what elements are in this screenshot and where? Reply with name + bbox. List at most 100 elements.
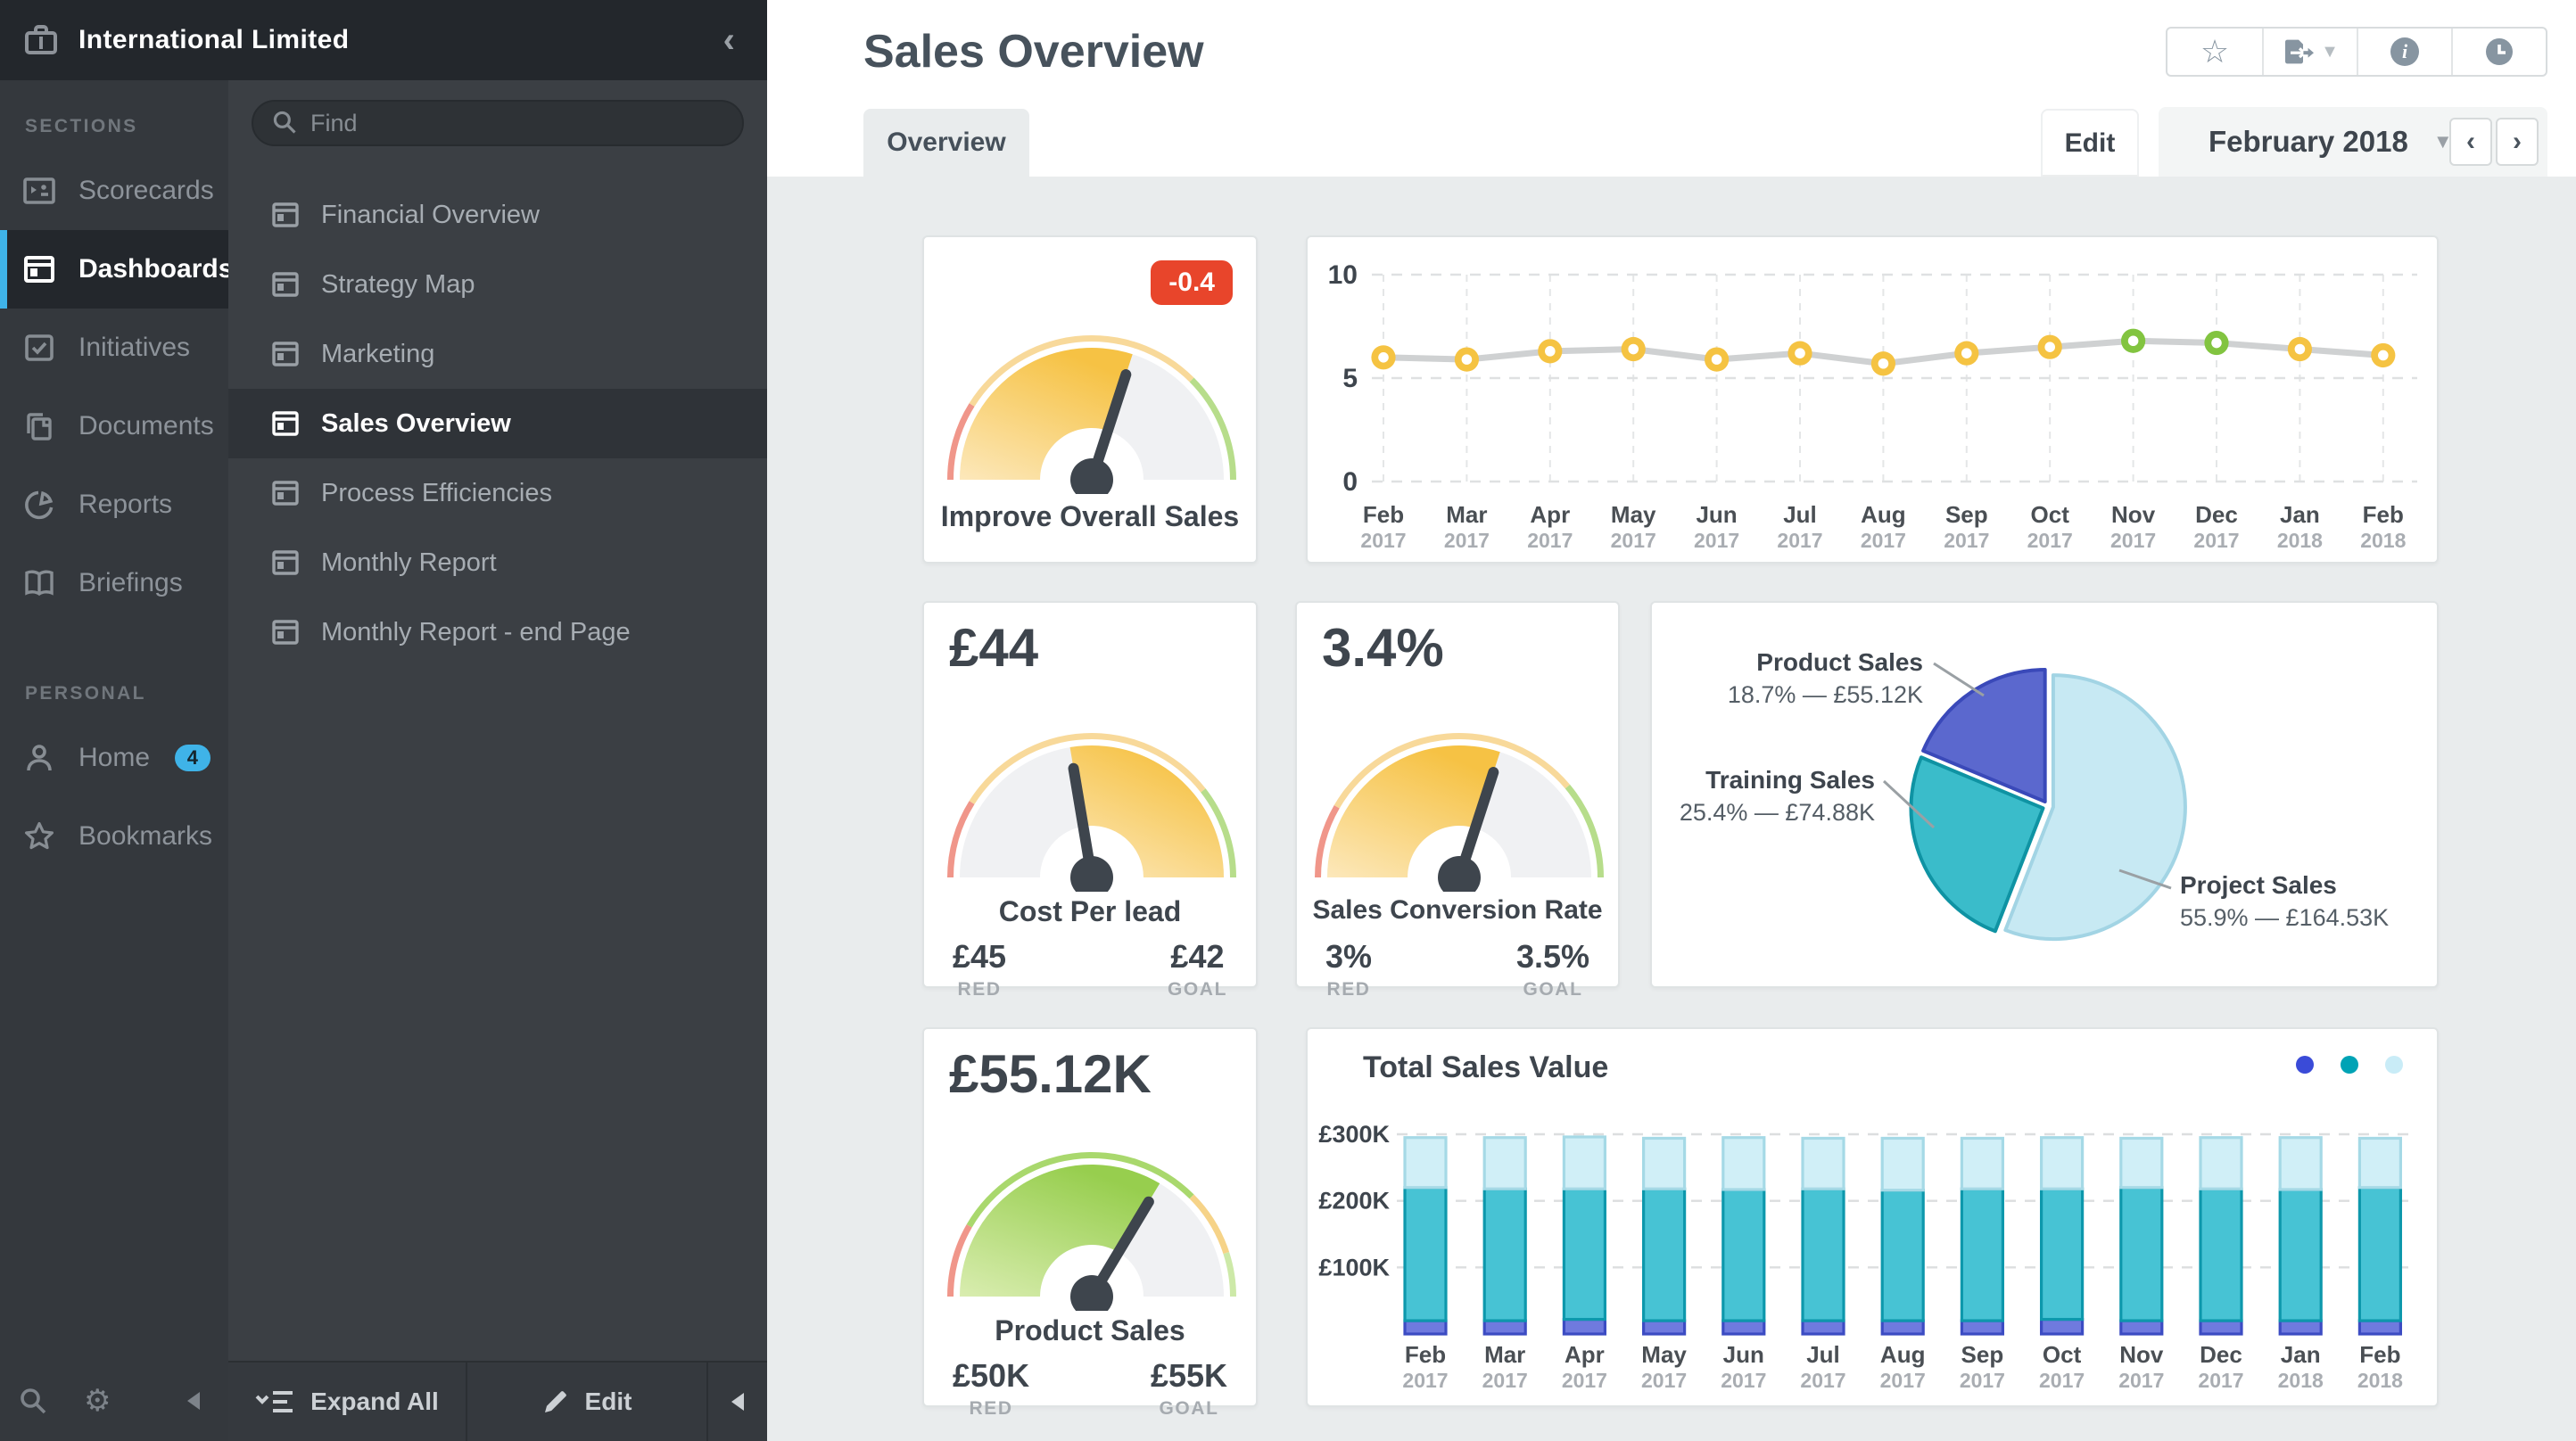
page-title: Sales Overview xyxy=(863,26,1204,78)
collapse-nav-button[interactable] xyxy=(708,1363,767,1441)
history-button[interactable] xyxy=(2451,29,2546,75)
collapse-rail-icon[interactable] xyxy=(187,1392,200,1410)
export-button[interactable]: ▼ xyxy=(2262,29,2357,75)
export-icon xyxy=(2282,37,2315,66)
legend-dot-indigo[interactable] xyxy=(2296,1056,2314,1074)
legend-dot-lightblue[interactable] xyxy=(2385,1056,2403,1074)
sections-label: SECTIONS xyxy=(25,116,138,136)
home-notification-badge: 4 xyxy=(174,745,211,771)
expand-all-button[interactable]: Expand All xyxy=(228,1363,467,1441)
legend-dot-teal[interactable] xyxy=(2341,1056,2358,1074)
stacked-bar-chart: £100K£200K£300KFeb2017Mar2017Apr2017May2… xyxy=(1318,1121,2415,1392)
gauge-value: 3.4% xyxy=(1322,618,1444,678)
next-period-button[interactable]: › xyxy=(2496,118,2539,166)
period-selector[interactable]: February 2018 ▼ ‹ › xyxy=(2159,107,2547,177)
widget-score-trend-line-chart[interactable]: 10 5 0 Feb 2017 Mar 2017 Apr 2017 May 2017 Jun 2017 J… xyxy=(1306,235,2439,564)
search-icon[interactable] xyxy=(18,1386,48,1416)
dashboard-item-strategy-map[interactable]: Strategy Map xyxy=(228,250,767,319)
svg-text:Jun: Jun xyxy=(1696,501,1737,528)
svg-text:0: 0 xyxy=(1342,467,1358,497)
svg-text:Product Sales: Product Sales xyxy=(1756,648,1923,676)
svg-text:2017: 2017 xyxy=(1611,529,1656,552)
dashboard-icon xyxy=(271,340,300,368)
widget-sales-mix-pie-chart[interactable]: Product Sales 18.7% — £55.12K Training Sal… xyxy=(1650,601,2439,988)
favorite-button[interactable]: ☆ xyxy=(2167,29,2262,75)
info-icon: i xyxy=(2390,37,2419,66)
gauge-title: Improve Overall Sales xyxy=(940,500,1240,532)
gauge-product-sales xyxy=(947,1152,1236,1311)
dashboard-item-label: Monthly Report - end Page xyxy=(321,617,631,646)
find-box xyxy=(252,100,744,146)
svg-text:10: 10 xyxy=(1328,260,1358,290)
bar-chart-legend xyxy=(2296,1056,2403,1074)
widget-cost-per-lead-gauge[interactable]: £44 Cost Per lead £45 RED £42 GOAL xyxy=(922,601,1258,1000)
red-threshold-value: £45 xyxy=(953,938,1007,975)
widget-total-sales-value-bar-chart[interactable]: Total Sales Value £100K £200K £300K Feb 2017… xyxy=(1306,1027,2439,1407)
sidebar-item-documents[interactable]: Documents xyxy=(0,387,228,465)
dashboard-item-label: Process Efficiencies xyxy=(321,478,552,507)
widget-product-sales-gauge[interactable]: £55.12K Product Sales £50K RED £55K GOAL xyxy=(922,1027,1258,1419)
widget-sales-conversion-rate-gauge[interactable]: 3.4% Sales Conversion Rate 3% RED 3.5% GOA… xyxy=(1295,601,1620,1000)
sidebar-item-home[interactable]: Home 4 xyxy=(0,719,228,797)
previous-icon: ‹ xyxy=(2466,127,2475,156)
sidebar-item-label: Reports xyxy=(78,490,173,519)
period-label: February 2018 xyxy=(2209,125,2408,158)
svg-text:2017: 2017 xyxy=(1562,1369,1607,1392)
dashboard-icon xyxy=(271,409,300,438)
svg-text:2017: 2017 xyxy=(1944,529,1989,552)
svg-text:2018: 2018 xyxy=(2360,529,2406,552)
settings-gear-icon[interactable]: ⚙ xyxy=(84,1384,111,1418)
svg-text:2017: 2017 xyxy=(1482,1369,1528,1392)
sidebar-item-scorecards[interactable]: Scorecards xyxy=(0,152,228,230)
sidebar-item-briefings[interactable]: Briefings xyxy=(0,544,228,622)
sections-rail: SECTIONS Scorecards Dashboards Initiativ… xyxy=(0,80,233,1441)
home-user-icon xyxy=(21,740,57,776)
export-caret-icon: ▼ xyxy=(2321,41,2339,62)
widget-improve-overall-sales-gauge[interactable]: -0.4 Improve Overall Sales xyxy=(922,235,1258,564)
red-threshold-label: RED xyxy=(957,979,1002,1000)
svg-text:2017: 2017 xyxy=(2198,1369,2243,1392)
next-icon: › xyxy=(2513,127,2522,156)
red-threshold-label: RED xyxy=(1326,979,1371,1000)
sidebar-item-bookmarks[interactable]: Bookmarks xyxy=(0,797,228,876)
previous-period-button[interactable]: ‹ xyxy=(2449,118,2492,166)
dashboard-item-label: Marketing xyxy=(321,339,435,368)
reports-icon xyxy=(21,487,57,523)
svg-text:2017: 2017 xyxy=(1641,1369,1687,1392)
dashboard-item-financial-overview[interactable]: Financial Overview xyxy=(228,180,767,250)
dashboard-item-marketing[interactable]: Marketing xyxy=(228,319,767,389)
left-column: International Limited ‹ SECTIONS Scoreca… xyxy=(0,0,767,1441)
dashboard-icon xyxy=(271,201,300,229)
sidebar-item-reports[interactable]: Reports xyxy=(0,465,228,544)
svg-text:Oct: Oct xyxy=(2043,1341,2082,1368)
svg-text:Nov: Nov xyxy=(2111,501,2156,528)
dashboard-icon xyxy=(271,618,300,646)
svg-text:2017: 2017 xyxy=(1694,529,1739,552)
info-button[interactable]: i xyxy=(2357,29,2451,75)
svg-text:Feb: Feb xyxy=(1405,1341,1446,1368)
collapse-left-panel-icon[interactable]: ‹ xyxy=(722,21,735,60)
goal-label: GOAL xyxy=(1159,1398,1219,1419)
dashboard-item-sales-overview[interactable]: Sales Overview xyxy=(228,389,767,458)
tab-overview[interactable]: Overview xyxy=(863,109,1029,177)
sidebar-item-initiatives[interactable]: Initiatives xyxy=(0,309,228,387)
edit-dashboard-button[interactable]: Edit xyxy=(2041,109,2139,177)
dashboard-list: Financial Overview Strategy Map Marketin… xyxy=(228,180,767,667)
svg-text:2017: 2017 xyxy=(2118,1369,2164,1392)
goal-value: £42 xyxy=(1170,938,1225,975)
dashboards-nav-panel: Financial Overview Strategy Map Marketin… xyxy=(228,80,767,1441)
pie-chart: Product Sales 18.7% — £55.12K Training Sal… xyxy=(1680,648,2389,942)
find-input[interactable] xyxy=(252,100,744,146)
dashboard-item-process-efficiencies[interactable]: Process Efficiencies xyxy=(228,458,767,528)
svg-text:Feb: Feb xyxy=(2359,1341,2400,1368)
dashboard-item-monthly-report[interactable]: Monthly Report xyxy=(228,528,767,597)
sidebar-item-dashboards[interactable]: Dashboards xyxy=(0,230,233,309)
dashboard-content: -0.4 Improve Overall Sales 10 5 0 Feb 2017 Ma… xyxy=(767,177,2576,1441)
svg-text:2017: 2017 xyxy=(1777,529,1822,552)
dashboard-item-monthly-report-end-page[interactable]: Monthly Report - end Page xyxy=(228,597,767,667)
dashboard-item-label: Strategy Map xyxy=(321,269,475,299)
sidebar-item-label: Home xyxy=(78,743,151,772)
nav-edit-button[interactable]: Edit xyxy=(467,1363,708,1441)
svg-text:Project Sales: Project Sales xyxy=(2180,871,2337,899)
expand-all-label: Expand All xyxy=(310,1387,439,1415)
